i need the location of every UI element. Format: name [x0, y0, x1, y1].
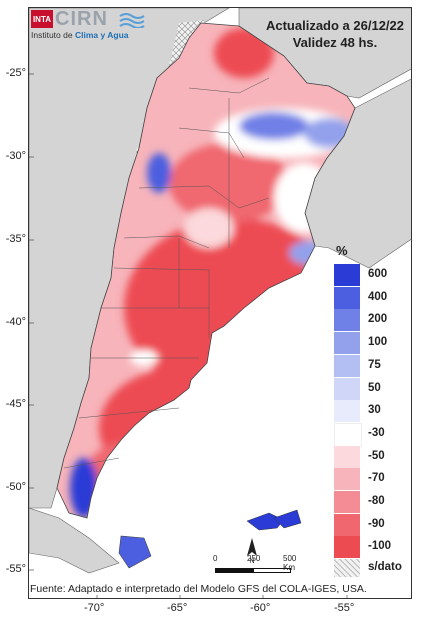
legend-swatch: [334, 491, 360, 513]
legend-nodata-swatch: [334, 559, 360, 578]
precipitation-anomaly-map: [29, 8, 411, 598]
legend-swatch: [334, 513, 360, 536]
scale-segment-dark: [215, 568, 253, 573]
legend-swatch: [334, 468, 360, 491]
y-tick-label: -30°: [5, 150, 26, 162]
legend-label: -70: [368, 472, 385, 485]
legend-label: 100: [368, 336, 388, 349]
legend-label: 75: [368, 358, 381, 371]
legend-label: -100: [368, 540, 392, 553]
legend-label: -50: [368, 449, 385, 462]
map-frame: [28, 7, 412, 599]
legend-label: 30: [368, 404, 381, 417]
legend-swatch: [334, 309, 360, 332]
x-tick-label: -70°: [84, 602, 105, 614]
argentina-border: [56, 22, 356, 519]
legend-swatch: [334, 286, 360, 309]
scale-segment-light: [253, 568, 291, 573]
legend-swatch: [334, 332, 360, 355]
graticule-ticks: [29, 73, 348, 598]
x-tick-label: -60°: [250, 602, 271, 614]
institute-highlight: Clima y Agua: [74, 30, 129, 40]
source-note: Fuente: Adaptado e interpretado del Mode…: [30, 583, 367, 595]
y-tick-label: -25°: [5, 67, 26, 79]
legend-label: 200: [368, 313, 388, 326]
legend-unit: %: [336, 243, 348, 258]
updated-date: Actualizado a 26/12/22: [265, 18, 404, 33]
scale-label-250: 250: [247, 554, 261, 563]
legend-swatch: [334, 536, 360, 559]
x-tick-label: -65°: [167, 602, 188, 614]
legend-swatch: [334, 422, 362, 447]
legend-label: 600: [368, 268, 388, 280]
y-tick-label: -35°: [5, 233, 26, 245]
y-tick-label: -50°: [5, 481, 26, 493]
legend-label: 400: [368, 290, 388, 303]
legend-nodata-label: s/dato: [368, 561, 402, 574]
x-tick-label: -55°: [334, 602, 355, 614]
institute-prefix: Instituto de: [31, 30, 75, 40]
scale-label-0: 0: [213, 554, 218, 563]
malvinas-islands: [246, 509, 302, 531]
svg-text:N: N: [249, 558, 254, 564]
legend-label: 50: [368, 381, 381, 394]
tierra-del-fuego: [118, 535, 152, 569]
water-waves-icon: [119, 13, 145, 28]
validity-text: Validez 48 hs.: [292, 35, 378, 50]
legend-swatch: [334, 400, 360, 423]
legend-label: -90: [368, 517, 385, 530]
inta-badge: INTA: [31, 10, 53, 28]
legend-label: -30: [368, 426, 385, 439]
legend-swatch: [334, 445, 360, 468]
y-tick-label: -45°: [5, 398, 26, 410]
map-title: Actualizado a 26/12/22 Validez 48 hs.: [255, 17, 415, 51]
y-tick-label: -40°: [5, 316, 26, 328]
scale-label-500: 500 Km: [283, 554, 297, 572]
north-arrow-icon: N: [247, 538, 257, 564]
legend-swatch: [334, 264, 360, 286]
legend-swatch: [334, 377, 360, 400]
legend-swatch: [334, 354, 360, 377]
legend-label: -80: [368, 495, 385, 507]
inta-cirn-logo: INTA CIRN Instituto de Clima y Agua: [31, 8, 171, 48]
y-tick-label: -55°: [5, 563, 26, 575]
province-borders: [63, 77, 270, 469]
institute-name: Instituto de Clima y Agua: [31, 30, 129, 40]
cirn-wordmark: CIRN: [55, 8, 108, 30]
